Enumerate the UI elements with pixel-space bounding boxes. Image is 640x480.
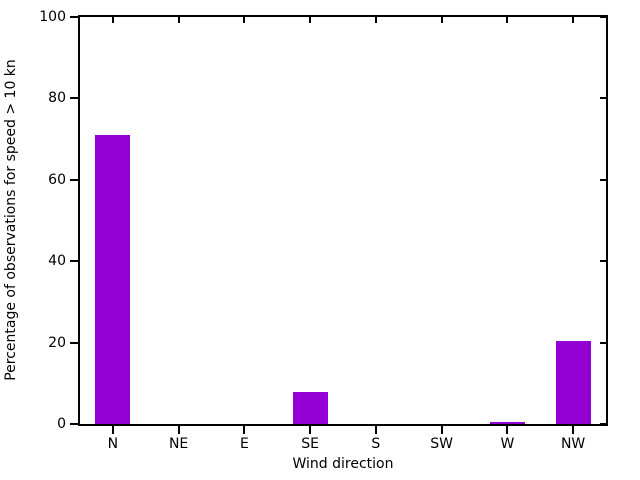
x-tick-label-E: E	[239, 436, 249, 452]
y-tick-label-100: 100	[39, 9, 66, 25]
x-tick-top-NW	[572, 17, 575, 23]
plot-area	[70, 15, 608, 434]
x-tick-bottom-SW	[440, 426, 443, 434]
y-tick-left-100	[70, 16, 78, 18]
x-tick-label-N: N	[107, 436, 119, 452]
x-tick-label-NE: NE	[168, 436, 189, 452]
x-tick-label-SE: SE	[301, 436, 319, 452]
x-tick-bottom-NE	[177, 426, 180, 434]
x-tick-bottom-W	[506, 426, 509, 434]
y-tick-right-80	[600, 97, 606, 100]
y-tick-right-40	[600, 260, 606, 263]
x-tick-bottom-SE	[309, 426, 312, 434]
bar-N	[95, 135, 131, 424]
x-tick-top-S	[374, 17, 377, 23]
bar-NW	[555, 340, 591, 424]
y-tick-left-40	[70, 260, 78, 263]
y-tick-label-80: 80	[48, 90, 66, 107]
x-tick-top-W	[506, 17, 509, 23]
y-tick-label-60: 60	[48, 171, 66, 188]
y-tick-right-20	[600, 341, 606, 344]
x-tick-top-SW	[440, 17, 443, 23]
y-tick-left-0	[70, 423, 78, 425]
y-axis-title: Percentage of observations for speed > 1…	[3, 59, 19, 381]
y-tick-left-20	[70, 341, 78, 344]
x-tick-top-E	[243, 17, 246, 23]
x-tick-top-NE	[177, 17, 180, 23]
bar-W	[489, 421, 525, 424]
x-tick-bottom-N	[111, 426, 114, 434]
y-tick-label-0: 0	[57, 416, 66, 432]
y-tick-right-0	[600, 423, 606, 425]
x-tick-label-SW: SW	[430, 436, 453, 452]
x-tick-top-SE	[309, 17, 312, 23]
x-tick-label-W: W	[500, 436, 515, 452]
y-tick-left-80	[70, 97, 78, 100]
y-tick-right-100	[600, 16, 606, 18]
x-tick-bottom-E	[243, 426, 246, 434]
x-tick-top-N	[111, 17, 114, 23]
y-tick-left-60	[70, 178, 78, 181]
x-tick-bottom-NW	[572, 426, 575, 434]
x-tick-label-S: S	[371, 436, 381, 452]
y-tick-label-20: 20	[48, 334, 66, 351]
x-axis-title: Wind direction	[292, 456, 394, 472]
x-tick-label-NW: NW	[560, 436, 586, 452]
bar-SE	[292, 392, 328, 424]
y-tick-label-40: 40	[48, 253, 66, 270]
x-tick-bottom-S	[374, 426, 377, 434]
y-tick-right-60	[600, 178, 606, 181]
